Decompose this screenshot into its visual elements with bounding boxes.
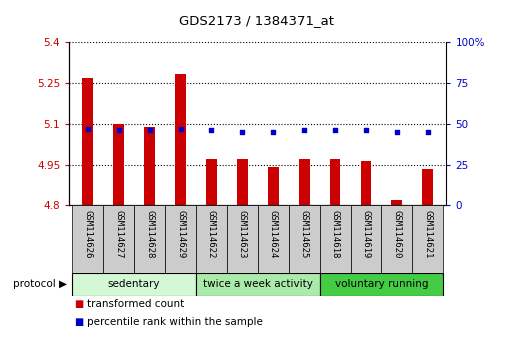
Point (146, 127, 154, 133)
Text: voluntary running: voluntary running (334, 279, 428, 289)
Point (207, 127, 215, 133)
Text: GSM114624: GSM114624 (269, 210, 278, 258)
Bar (299, 159, 309, 205)
Bar (144, 127, 155, 205)
Point (331, 127, 339, 133)
Bar (206, 159, 217, 205)
Text: GSM114628: GSM114628 (145, 210, 154, 258)
Point (269, 129, 278, 135)
Bar (113, 124, 124, 205)
Bar (196, 273, 320, 296)
Text: GSM114621: GSM114621 (423, 210, 432, 258)
Text: transformed count: transformed count (87, 299, 185, 309)
Point (300, 127, 308, 133)
Bar (165, 205, 196, 273)
Text: GSM114620: GSM114620 (392, 210, 401, 258)
Bar (227, 205, 258, 273)
Text: GSM114625: GSM114625 (300, 210, 309, 258)
Point (393, 129, 401, 135)
Bar (134, 205, 165, 273)
Bar (289, 205, 320, 273)
Bar (72, 205, 103, 273)
Text: GSM114622: GSM114622 (207, 210, 216, 258)
Bar (391, 200, 402, 205)
Point (84, 126, 92, 132)
Bar (268, 166, 279, 205)
Text: ■: ■ (74, 299, 84, 309)
Text: twice a week activity: twice a week activity (203, 279, 313, 289)
Bar (175, 74, 186, 205)
Bar (196, 205, 227, 273)
Bar (361, 161, 371, 205)
Text: percentile rank within the sample: percentile rank within the sample (87, 317, 263, 327)
Bar (83, 78, 93, 205)
Bar (422, 170, 433, 205)
Bar (72, 273, 196, 296)
Text: GSM114618: GSM114618 (330, 210, 340, 258)
Text: GDS2173 / 1384371_at: GDS2173 / 1384371_at (179, 14, 334, 27)
Text: GSM114629: GSM114629 (176, 210, 185, 258)
Bar (412, 205, 443, 273)
Text: sedentary: sedentary (108, 279, 161, 289)
Bar (320, 273, 443, 296)
Point (362, 127, 370, 133)
Bar (237, 159, 248, 205)
Point (424, 129, 432, 135)
Text: GSM114626: GSM114626 (83, 210, 92, 258)
Text: GSM114623: GSM114623 (238, 210, 247, 258)
Text: ■: ■ (74, 317, 84, 327)
Bar (320, 205, 350, 273)
Point (114, 127, 123, 133)
Bar (258, 205, 289, 273)
Text: GSM114627: GSM114627 (114, 210, 123, 258)
Bar (381, 205, 412, 273)
Bar (330, 159, 341, 205)
Text: GSM114619: GSM114619 (362, 210, 370, 258)
Bar (103, 205, 134, 273)
Bar (350, 205, 381, 273)
Point (176, 126, 185, 132)
Text: protocol ▶: protocol ▶ (13, 279, 67, 289)
Point (238, 129, 246, 135)
